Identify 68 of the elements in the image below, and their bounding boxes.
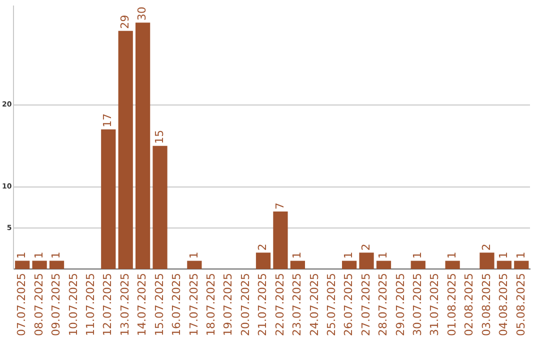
x-tick-label: 21.07.2025 [256,273,270,336]
x-tick-label: 29.07.2025 [394,273,407,336]
bar [118,30,133,270]
x-tick-label: 30.07.2025 [411,273,424,336]
x-tick-label: 31.07.2025 [428,273,442,336]
x-tick-label: 13.07.2025 [118,273,132,336]
x-tick-label: 20.07.2025 [238,273,252,336]
bar [152,146,168,270]
x-tick-label: 08.07.2025 [32,273,46,336]
bar [273,212,288,270]
x-tick-label: 03.08.2025 [480,273,493,336]
x-tick-label: 22.07.2025 [273,273,286,336]
x-tick-label: 09.07.2025 [50,273,63,336]
x-tick-label: 27.07.2025 [359,273,372,336]
data-label: 2 [359,244,372,251]
data-label: 1 [376,252,390,259]
bar [445,260,460,270]
x-tick-label: 23.07.2025 [290,273,304,336]
x-tick-label: 01.08.2025 [445,273,458,336]
data-label: 30 [136,6,149,21]
data-label: 1 [342,252,356,259]
x-tick-label: 07.07.2025 [15,273,28,336]
x-tick-label: 04.08.2025 [497,273,510,336]
bar [290,260,305,270]
bar [480,252,494,270]
bar [49,260,64,270]
data-label: 7 [273,202,286,210]
data-label: 1 [445,252,458,259]
bar [32,260,47,270]
x-tick-label: 11.07.2025 [84,273,98,336]
x-tick-label: 19.07.2025 [222,273,235,336]
bar [256,252,271,270]
x-tick-label: 24.07.2025 [308,273,321,336]
bar [15,260,30,270]
bar [342,260,357,270]
x-tick-label: 12.07.2025 [101,273,114,336]
bar [135,22,150,270]
data-label: 29 [118,14,132,29]
data-label: 1 [514,252,528,259]
bar [376,260,392,270]
x-tick-label: 28.07.2025 [376,273,390,336]
data-label: 15 [152,130,166,144]
data-label: 1 [15,252,28,259]
bar [187,260,202,270]
data-label: 1 [290,252,304,259]
x-tick-label: 26.07.2025 [342,273,356,336]
data-label: 1 [497,252,510,259]
x-tick-label: 02.08.2025 [462,273,476,336]
x-tick-label: 15.07.2025 [152,273,166,336]
data-label: 2 [256,244,270,251]
data-label: 1 [411,252,424,259]
x-tick-label: 10.07.2025 [66,273,80,336]
bar [496,260,512,270]
x-tick-label: 16.07.2025 [170,273,184,336]
bar [359,252,374,270]
x-tick-label: 17.07.2025 [187,273,200,336]
data-label: 1 [50,252,63,259]
data-label: 17 [101,113,114,128]
bar [101,129,116,270]
data-label: 1 [187,252,200,259]
x-tick-label: 25.07.2025 [324,273,338,336]
bar [410,260,426,270]
data-label: 2 [480,244,493,251]
x-tick-label: 14.07.2025 [136,273,149,336]
data-label: 1 [32,252,46,259]
x-tick-label: 18.07.2025 [204,273,218,336]
bar [514,260,529,270]
x-tick-label: 05.08.2025 [514,273,528,336]
